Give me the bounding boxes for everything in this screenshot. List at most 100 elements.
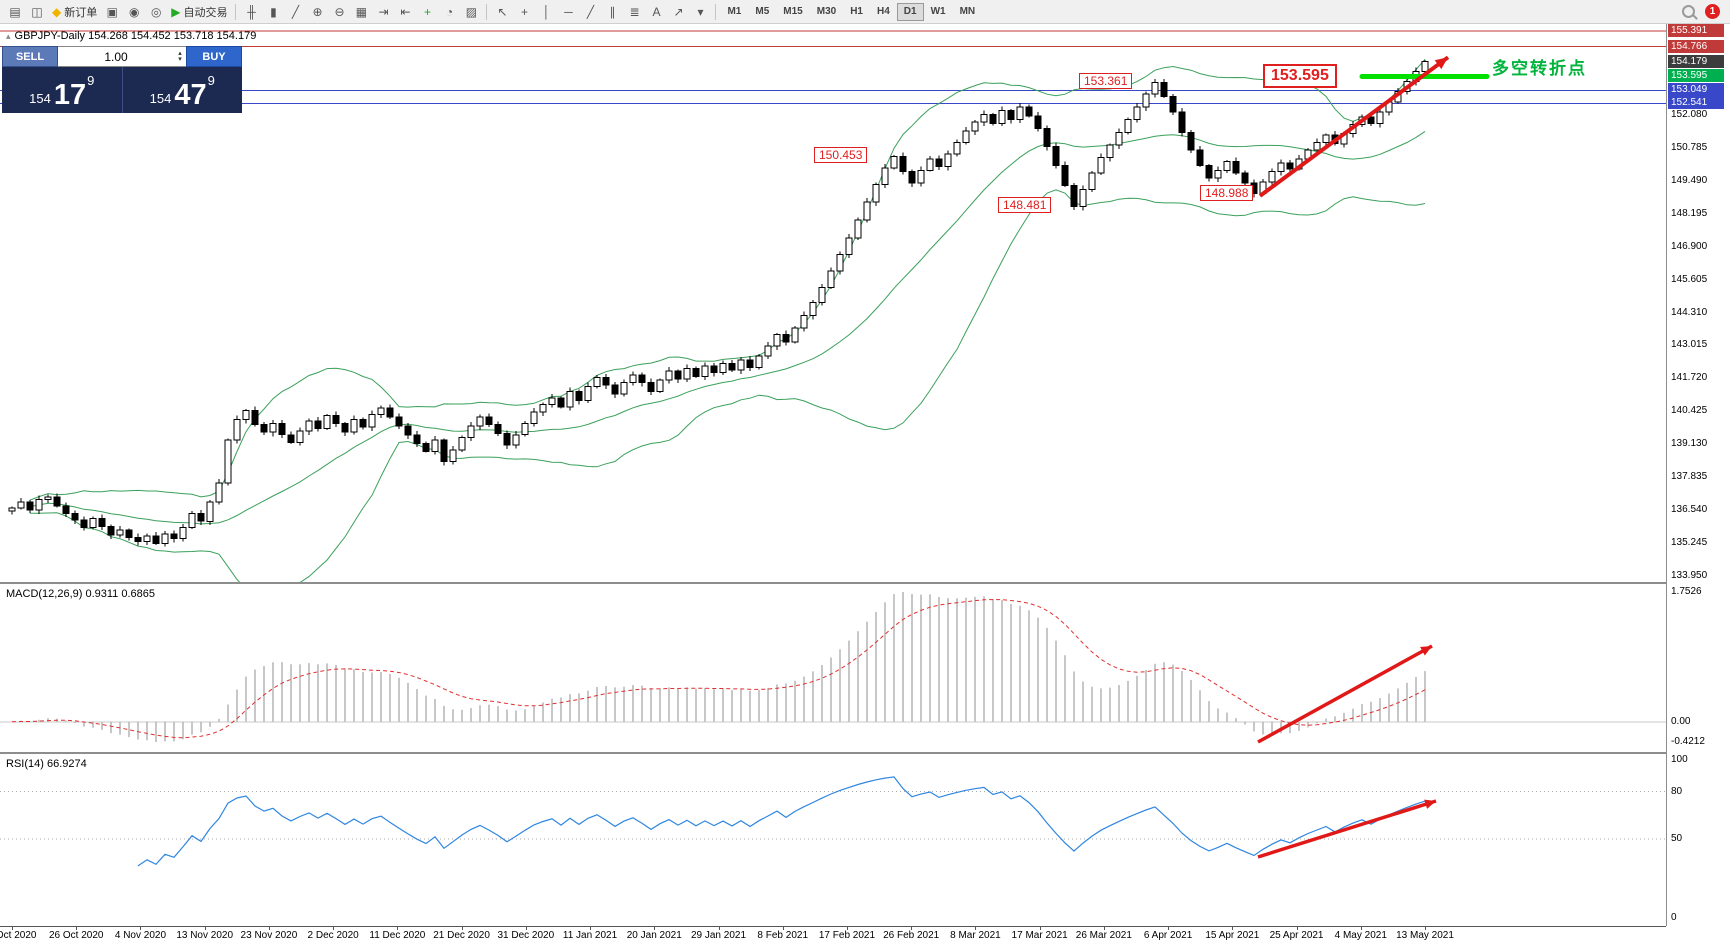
trend-arrow-rsi[interactable]	[1257, 799, 1437, 859]
candles-layer	[8, 59, 1429, 547]
template-menu[interactable]: ▨	[460, 2, 482, 22]
candlestick-mode[interactable]: ▮	[262, 2, 284, 22]
fibonacci-tool[interactable]: ≣	[623, 2, 645, 22]
timeframe-m1[interactable]: M1	[720, 3, 748, 21]
arrows-tool[interactable]: ↗	[667, 2, 689, 22]
equidistant-channel-tool[interactable]: ∥	[601, 2, 623, 22]
new-chart[interactable]: ▤	[4, 2, 26, 22]
equidistant-channel-tool-icon: ∥	[609, 4, 616, 19]
zoom-in[interactable]: ⊕	[306, 2, 328, 22]
price-level-tag[interactable]: 153.595	[1668, 69, 1724, 83]
market-watch[interactable]: ▣	[101, 2, 123, 22]
bollinger-upper-band	[29, 58, 1426, 501]
price-level-tag[interactable]: 152.541	[1668, 96, 1724, 110]
horizontal-line-tool-icon: ─	[564, 4, 573, 19]
bar-chart-mode[interactable]: ╫	[240, 2, 262, 22]
timeframe-m5[interactable]: M5	[748, 3, 776, 21]
add-indicator[interactable]: +	[416, 2, 438, 22]
price-level-tag[interactable]: 153.049	[1668, 83, 1724, 97]
price-axis-label: 136.540	[1671, 504, 1708, 516]
chart-profiles-icon: ◫	[31, 4, 43, 19]
price-level-tag[interactable]: 155.391	[1668, 23, 1724, 37]
candle	[899, 155, 907, 173]
bid-price[interactable]: 154 17 9	[2, 67, 122, 113]
autotrading-button[interactable]: ▶ 自动交易	[167, 2, 231, 22]
panel-separator[interactable]	[0, 752, 1666, 754]
line-chart-mode[interactable]: ╱	[284, 2, 306, 22]
timeframe-w1[interactable]: W1	[924, 3, 953, 21]
price-callout[interactable]: 148.988	[1200, 184, 1254, 201]
candle	[557, 397, 565, 408]
buy-button[interactable]: BUY	[186, 46, 242, 67]
timeframe-m30[interactable]: M30	[810, 3, 843, 21]
price-callout[interactable]: 150.453	[814, 147, 868, 164]
tile-windows[interactable]: ▦	[350, 2, 372, 22]
timeframe-mn[interactable]: MN	[953, 3, 983, 21]
sell-button[interactable]: SELL	[2, 46, 58, 67]
horizontal-line-tool[interactable]: ─	[557, 2, 579, 22]
ask-price[interactable]: 154 47 9	[121, 67, 243, 113]
candle	[278, 422, 286, 436]
vertical-line-tool[interactable]: │	[535, 2, 557, 22]
trend-arrow-macd[interactable]	[1257, 644, 1433, 744]
timeframe-d1[interactable]: D1	[896, 2, 924, 21]
data-window-icon: ◉	[128, 4, 140, 19]
price-callout[interactable]: 153.361	[1079, 73, 1133, 90]
volume-value[interactable]: 1.00	[104, 49, 128, 64]
candle	[1061, 164, 1069, 187]
chart-profiles[interactable]: ◫	[26, 2, 48, 22]
chart-note-text[interactable]: 多空转折点	[1492, 59, 1587, 78]
price-level-tag[interactable]: 154.179	[1668, 54, 1724, 68]
price-axis-label: 152.080	[1671, 109, 1708, 120]
panel-separator[interactable]	[0, 582, 1666, 584]
volume-up-arrow[interactable]: ▴	[178, 49, 182, 57]
main-price-chart[interactable]	[0, 24, 1666, 582]
time-axis-label: 17 Feb 2021	[818, 930, 876, 941]
candle	[530, 411, 538, 424]
chart-shift[interactable]: ⇤	[394, 2, 416, 22]
rsi-panel[interactable]	[0, 754, 1666, 926]
new-order-button-icon: ◆	[52, 4, 62, 19]
price-axis-label: 144.310	[1671, 306, 1708, 318]
new-order-button[interactable]: ◆ 新订单	[48, 2, 101, 22]
timeframe-m15[interactable]: M15	[776, 3, 809, 21]
toolbar-separator	[715, 3, 717, 20]
zoom-out[interactable]: ⊖	[328, 2, 350, 22]
volume-spinner[interactable]: 1.00 ▴ ▾	[58, 46, 186, 67]
price-level-tag[interactable]: 154.766	[1668, 39, 1724, 53]
navigator[interactable]: ◎	[145, 2, 167, 22]
candle	[314, 420, 322, 429]
candle	[1016, 106, 1024, 121]
timeframe-h1[interactable]: H1	[843, 3, 870, 21]
crosshair-tool[interactable]: +	[513, 2, 535, 22]
auto-scroll[interactable]: ⇥	[372, 2, 394, 22]
trendline-tool[interactable]: ╱	[579, 2, 601, 22]
more-tools-dropdown[interactable]: ▾	[689, 2, 711, 22]
price-callout[interactable]: 148.481	[998, 197, 1052, 214]
notification-badge[interactable]: 1	[1705, 4, 1720, 19]
data-window[interactable]: ◉	[123, 2, 145, 22]
candle	[1088, 172, 1096, 190]
candle	[890, 155, 898, 169]
time-axis-tick	[1039, 927, 1041, 930]
candle	[737, 359, 745, 371]
cursor-tool[interactable]: ↖	[491, 2, 513, 22]
time-axis-label: 25 Apr 2021	[1269, 930, 1324, 941]
time-axis-label: 8 Feb 2021	[757, 930, 809, 941]
price-callout[interactable]: 153.595	[1263, 64, 1337, 89]
text-tool[interactable]: A	[645, 2, 667, 22]
period-menu[interactable]: ◔	[438, 2, 460, 22]
timeframe-h4[interactable]: H4	[870, 3, 897, 21]
volume-down-arrow[interactable]: ▾	[178, 55, 182, 63]
price-axis-label: 135.245	[1671, 536, 1708, 548]
macd-panel[interactable]	[0, 584, 1666, 752]
candle	[989, 114, 997, 124]
candle	[1313, 142, 1321, 151]
search-icon[interactable]	[1682, 5, 1695, 18]
time-axis-tick	[333, 927, 335, 930]
collapse-panel-icon[interactable]: ▴	[6, 31, 11, 41]
candle	[998, 110, 1006, 124]
time-axis-label: 20 Jan 2021	[626, 930, 682, 941]
candle	[971, 121, 979, 132]
trend-arrow-main[interactable]	[1258, 55, 1450, 198]
